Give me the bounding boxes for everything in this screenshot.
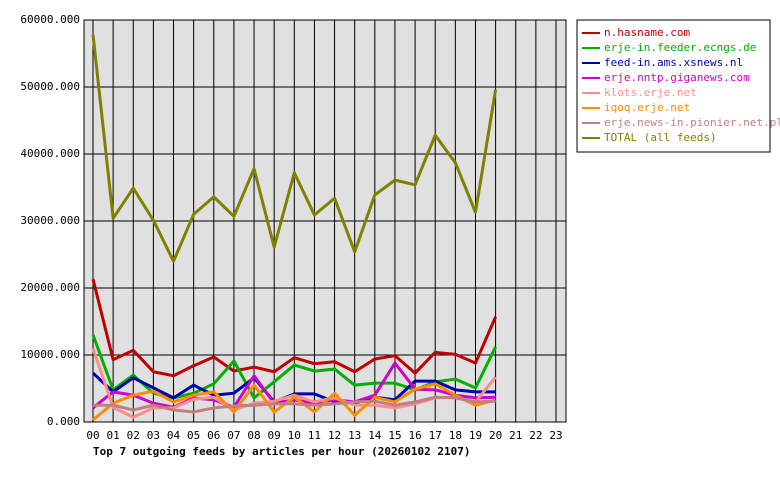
y-tick-label: 50000.000 <box>20 80 80 93</box>
x-tick-label: 15 <box>388 429 401 442</box>
x-tick-label: 12 <box>328 429 341 442</box>
x-tick-label: 23 <box>549 429 562 442</box>
x-tick-label: 07 <box>227 429 240 442</box>
x-tick-label: 01 <box>107 429 120 442</box>
y-tick-label: 0.000 <box>47 415 80 428</box>
x-tick-label: 19 <box>469 429 482 442</box>
x-tick-label: 16 <box>408 429 421 442</box>
series-line <box>91 34 498 263</box>
legend-label: erje.news-in.pionier.net.pl <box>604 116 780 129</box>
x-tick-label: 08 <box>247 429 260 442</box>
y-tick-label: 60000.000 <box>20 13 80 26</box>
x-tick-label: 22 <box>529 429 542 442</box>
x-tick-label: 18 <box>449 429 462 442</box>
x-tick-label: 00 <box>86 429 99 442</box>
legend-label: iqoq.erje.net <box>604 101 690 114</box>
series-line <box>93 395 496 414</box>
x-tick-label: 20 <box>489 429 502 442</box>
legend-label: klots.erje.net <box>604 86 697 99</box>
legend-label: erje-in.feeder.ecngs.de <box>604 41 756 54</box>
chart-title: Top 7 outgoing feeds by articles per hou… <box>93 445 471 458</box>
x-tick-label: 11 <box>308 429 321 442</box>
y-tick-label: 30000.000 <box>20 214 80 227</box>
legend-label: TOTAL (all feeds) <box>604 131 717 144</box>
x-tick-label: 10 <box>288 429 301 442</box>
x-tick-label: 17 <box>429 429 442 442</box>
series-line <box>91 278 497 378</box>
x-tick-label: 09 <box>268 429 281 442</box>
x-tick-label: 02 <box>127 429 140 442</box>
x-tick-label: 14 <box>368 429 382 442</box>
y-tick-label: 40000.000 <box>20 147 80 160</box>
legend-label: feed-in.ams.xsnews.nl <box>604 56 743 69</box>
x-tick-label: 13 <box>348 429 361 442</box>
series-line <box>92 361 496 410</box>
x-tick-label: 05 <box>187 429 200 442</box>
x-tick-label: 04 <box>167 429 181 442</box>
series-line <box>92 382 496 422</box>
x-tick-label: 06 <box>207 429 220 442</box>
y-tick-label: 10000.000 <box>20 348 80 361</box>
legend-label: erje.nntp.giganews.com <box>604 71 750 84</box>
x-tick-label: 21 <box>509 429 522 442</box>
legend-label: n.hasname.com <box>604 26 690 39</box>
legend <box>576 19 771 153</box>
y-tick-label: 20000.000 <box>20 281 80 294</box>
x-tick-label: 03 <box>147 429 160 442</box>
